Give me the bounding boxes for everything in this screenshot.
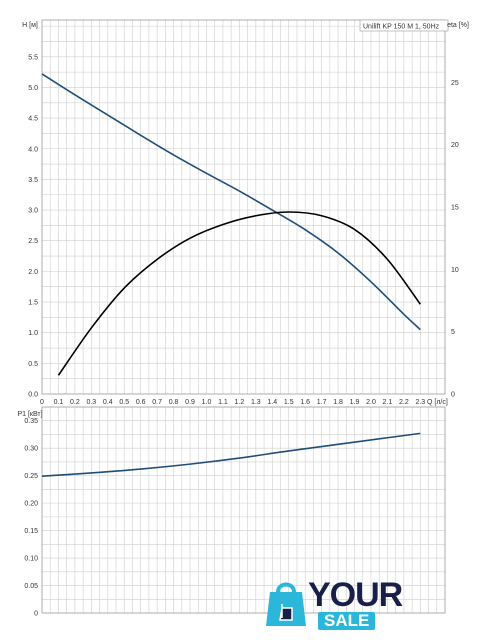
- y2-axis-label-eta: eta [%]: [447, 22, 469, 29]
- top-plot-frame: [41, 19, 446, 395]
- x-tick-label: 0: [40, 399, 44, 406]
- bottom-tick-labels: 0 0.05 0.10 0.15 0.20 0.25 0.30 0.35: [24, 418, 38, 617]
- y-tick-label: 5.5: [28, 54, 38, 61]
- x-tick-label: 0.8: [169, 399, 179, 406]
- shopping-bag-icon: [266, 582, 306, 626]
- p1-tick-label: 0.10: [24, 556, 38, 563]
- x-tick-label: 1.9: [350, 399, 360, 406]
- y-tick-label: 0.0: [28, 392, 38, 399]
- y2-tick-label: 20: [451, 142, 459, 149]
- head-efficiency-chart: 0 0.1 0.2 0.3 0.4 0.5 0.6 0.7 0.8 0.9 1.0 1.1 1.2 1.3…: [22, 19, 469, 406]
- p1-tick-label: 0.35: [24, 418, 38, 425]
- x-tick-label: 1.8: [333, 399, 343, 406]
- bottom-plot-frame: [41, 406, 446, 614]
- x-tick-label: 1.3: [251, 399, 261, 406]
- y-axis-label-h: H [м]: [22, 22, 38, 29]
- p1-tick-label: 0.30: [24, 446, 38, 453]
- x-tick-label: 1.4: [267, 399, 277, 406]
- x-tick-label: 1.0: [202, 399, 212, 406]
- x-tick-label: 0.3: [86, 399, 96, 406]
- y-tick-label: 4.0: [28, 146, 38, 153]
- efficiency-curve: [57, 211, 421, 376]
- p1-tick-label: 0: [34, 611, 38, 618]
- x-tick-label: 2.3: [415, 399, 425, 406]
- logo-word-sale: SALE: [318, 612, 376, 630]
- top-title-box: Unilift KP 150 M 1, 50Hz: [359, 19, 449, 32]
- y2-tick-label: 15: [451, 205, 459, 212]
- y-tick-label: 2.0: [28, 269, 38, 276]
- top-grid: [42, 20, 445, 394]
- x-tick-label: 2.0: [366, 399, 376, 406]
- x-tick-label: 1.2: [235, 399, 245, 406]
- x-tick-label: 0.1: [54, 399, 64, 406]
- y2-tick-label: 25: [451, 80, 459, 87]
- y2-tick-label: 10: [451, 267, 459, 274]
- top-tick-labels: 0 0.1 0.2 0.3 0.4 0.5 0.6 0.7 0.8 0.9 1.0 1.1 1.2 1.3…: [28, 54, 459, 406]
- y2-tick-label: 5: [451, 329, 455, 336]
- x-tick-label: 0.4: [103, 399, 113, 406]
- x-tick-label: 0.9: [185, 399, 195, 406]
- y-tick-label: 1.0: [28, 330, 38, 337]
- y-tick-label: 4.5: [28, 116, 38, 123]
- p1-tick-label: 0.25: [24, 473, 38, 480]
- x-tick-label: 0.5: [119, 399, 129, 406]
- y-tick-label: 2.5: [28, 238, 38, 245]
- x-tick-label: 0.7: [152, 399, 162, 406]
- p1-tick-label: 0.20: [24, 501, 38, 508]
- x-tick-label: 1.6: [300, 399, 310, 406]
- x-tick-label: 0.6: [136, 399, 146, 406]
- power-chart: 0 0.05 0.10 0.15 0.20 0.25 0.30 0.35 P1 [кВт]: [17, 406, 446, 618]
- head-curve: [41, 73, 421, 331]
- y-tick-label: 3.0: [28, 208, 38, 215]
- x-tick-label: 2.2: [399, 399, 409, 406]
- bottom-grid: [42, 407, 445, 613]
- y-tick-label: 3.5: [28, 177, 38, 184]
- your-sale-logo: YOUR SALE: [262, 576, 420, 632]
- y-axis-label-p1: P1 [кВт]: [17, 411, 42, 418]
- x-tick-label: 1.1: [218, 399, 228, 406]
- y-tick-label: 1.5: [28, 300, 38, 307]
- y2-tick-label: 0: [451, 392, 455, 399]
- logo-word-your: YOUR: [308, 576, 403, 614]
- y-tick-label: 5.0: [28, 85, 38, 92]
- x-tick-label: 2.1: [383, 399, 393, 406]
- p1-tick-label: 0.15: [24, 528, 38, 535]
- x-tick-label: 1.7: [317, 399, 327, 406]
- bottom-series: [41, 432, 421, 478]
- y-tick-label: 0.5: [28, 361, 38, 368]
- chart-title-box: [359, 19, 449, 32]
- x-tick-label: 0.2: [70, 399, 80, 406]
- chart-title: Unilift KP 150 M 1, 50Hz: [363, 24, 440, 31]
- p1-tick-label: 0.05: [24, 583, 38, 590]
- x-axis-label: Q [л/с]: [427, 399, 448, 406]
- top-series: [41, 73, 421, 376]
- x-tick-label: 1.5: [284, 399, 294, 406]
- power-curve: [41, 432, 421, 478]
